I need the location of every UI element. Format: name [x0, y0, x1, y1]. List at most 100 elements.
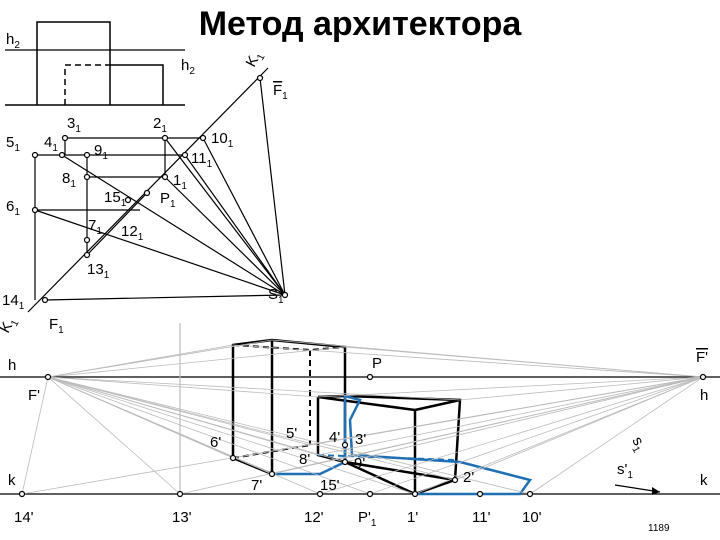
point: [229, 454, 237, 462]
point: [181, 151, 189, 159]
point: [366, 490, 374, 498]
label: 71: [88, 217, 102, 237]
label-text: 2: [153, 115, 161, 132]
point: [366, 373, 374, 381]
label: 13': [172, 509, 192, 526]
ray: [47, 376, 311, 446]
ray: [529, 376, 704, 495]
label-text: 3: [67, 115, 75, 132]
point: [316, 490, 324, 498]
label-subscript: 1: [75, 124, 81, 135]
point: [161, 134, 169, 142]
label-text: k: [700, 472, 708, 489]
point: [61, 134, 69, 142]
ray: [47, 376, 181, 495]
label-text: h: [6, 31, 14, 48]
label-subscript: 1: [255, 52, 268, 62]
ray: [454, 376, 704, 481]
label: 11': [472, 509, 491, 526]
label: 5': [286, 425, 297, 442]
ray: [344, 346, 704, 378]
ray: [47, 376, 456, 481]
label-text: 12: [121, 223, 138, 240]
title: Метод архитектора: [199, 5, 523, 43]
label: 10': [522, 509, 542, 526]
ray: [47, 376, 461, 401]
label: 111: [191, 150, 213, 170]
label-text: 9: [94, 142, 102, 159]
label-text: 1: [173, 172, 181, 189]
label: F1: [273, 82, 288, 102]
label-text: s': [617, 461, 628, 478]
label-text: 8: [62, 170, 70, 187]
point: [31, 206, 39, 214]
label-subscript: 1: [19, 301, 25, 312]
label: k: [700, 472, 708, 489]
ray: [21, 376, 704, 495]
label-text: 7': [251, 477, 262, 494]
label-subscript: 1: [70, 179, 76, 190]
point: [58, 151, 66, 159]
label-text: 11: [191, 150, 207, 167]
label-text: 8': [299, 451, 310, 468]
label: 91: [94, 142, 108, 162]
label: h2: [6, 31, 20, 51]
label: 31: [67, 115, 81, 135]
label-text: 13: [87, 261, 104, 278]
point: [526, 490, 534, 498]
label: 6': [210, 434, 221, 451]
label-text: P': [358, 509, 371, 526]
point: [268, 470, 276, 478]
label-text: F': [28, 387, 40, 404]
point: [44, 373, 52, 381]
ray: [459, 376, 704, 401]
label-subscript: 2: [189, 66, 195, 77]
point: [699, 373, 707, 381]
label-text: 5': [286, 425, 297, 442]
label-text: 4: [44, 134, 52, 151]
label-text: 6: [6, 198, 14, 215]
label: K1: [243, 48, 268, 72]
label: 21: [153, 115, 167, 135]
label-text: 4': [329, 429, 340, 446]
label-text: h: [181, 57, 189, 74]
label-subscript: 1: [228, 139, 234, 150]
label-text: 9': [354, 455, 365, 472]
label-subscript: 1: [104, 270, 110, 281]
label-text: k: [8, 472, 16, 489]
point: [451, 476, 459, 484]
ray: [47, 346, 346, 378]
label: 7': [251, 477, 262, 494]
label-subscript: 1: [629, 445, 642, 455]
label-text: 1': [407, 509, 418, 526]
label: 12': [304, 509, 324, 526]
perspective-drawing: [0, 323, 720, 496]
point: [83, 151, 91, 159]
point: [256, 74, 264, 82]
label-subscript: 1: [627, 470, 633, 481]
label-subscript: 1: [58, 325, 64, 336]
label-text: F: [49, 316, 58, 333]
ray: [21, 376, 49, 495]
label: F1: [49, 316, 64, 336]
point: [161, 173, 169, 181]
label-subscript: 1: [181, 181, 187, 192]
ray: [344, 376, 704, 463]
ray: [319, 376, 704, 495]
ray: [47, 376, 416, 495]
ray: [47, 376, 319, 398]
point: [31, 151, 39, 159]
label: 131: [87, 261, 110, 281]
label-subscript: 2: [14, 40, 20, 51]
point: [341, 458, 349, 466]
label: 141: [2, 292, 25, 312]
label-text: 12': [304, 509, 324, 526]
point: [83, 173, 91, 181]
label-subscript: 1: [278, 295, 284, 306]
label-text: h: [700, 387, 708, 404]
label-text: 15': [320, 477, 340, 494]
label: 61: [6, 198, 20, 218]
label-text: 15: [104, 189, 121, 206]
point: [341, 441, 349, 449]
label: s'1: [617, 461, 633, 481]
